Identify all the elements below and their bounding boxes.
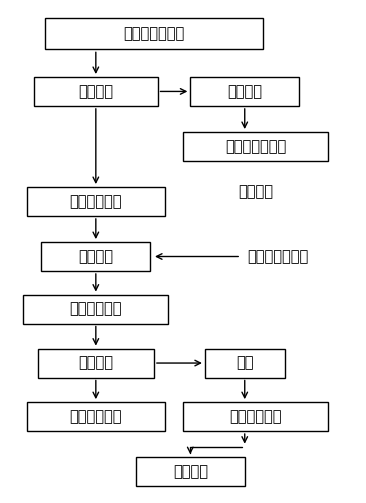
FancyBboxPatch shape — [27, 187, 165, 216]
FancyBboxPatch shape — [27, 402, 165, 431]
Text: 筛分破碎: 筛分破碎 — [78, 84, 113, 99]
Text: 水热处理: 水热处理 — [78, 356, 113, 371]
Text: 水热反应装置: 水热反应装置 — [70, 301, 122, 316]
Text: 加药搅拌: 加药搅拌 — [78, 249, 113, 264]
Text: 废气处理系统: 废气处理系统 — [229, 409, 282, 424]
Text: 建筑垃圾: 建筑垃圾 — [227, 84, 262, 99]
FancyBboxPatch shape — [34, 77, 158, 106]
FancyBboxPatch shape — [183, 132, 328, 161]
Text: 处理达标: 处理达标 — [238, 184, 273, 199]
FancyBboxPatch shape — [38, 349, 154, 378]
FancyBboxPatch shape — [41, 242, 150, 271]
Text: 碱性固化剂、水: 碱性固化剂、水 — [247, 249, 308, 264]
Text: 达标排放: 达标排放 — [173, 464, 208, 479]
Text: 细粒污染土壤: 细粒污染土壤 — [70, 194, 122, 209]
Text: 硫化钠溶液喷淋: 硫化钠溶液喷淋 — [225, 139, 286, 154]
FancyBboxPatch shape — [183, 402, 328, 431]
Text: 烟气: 烟气 — [236, 356, 254, 371]
FancyBboxPatch shape — [190, 77, 299, 106]
FancyBboxPatch shape — [136, 457, 245, 486]
Text: 修复合格堆垛: 修复合格堆垛 — [70, 409, 122, 424]
FancyBboxPatch shape — [45, 19, 263, 49]
FancyBboxPatch shape — [205, 349, 285, 378]
Text: 重金属污染土壤: 重金属污染土壤 — [123, 26, 184, 41]
FancyBboxPatch shape — [23, 295, 168, 323]
